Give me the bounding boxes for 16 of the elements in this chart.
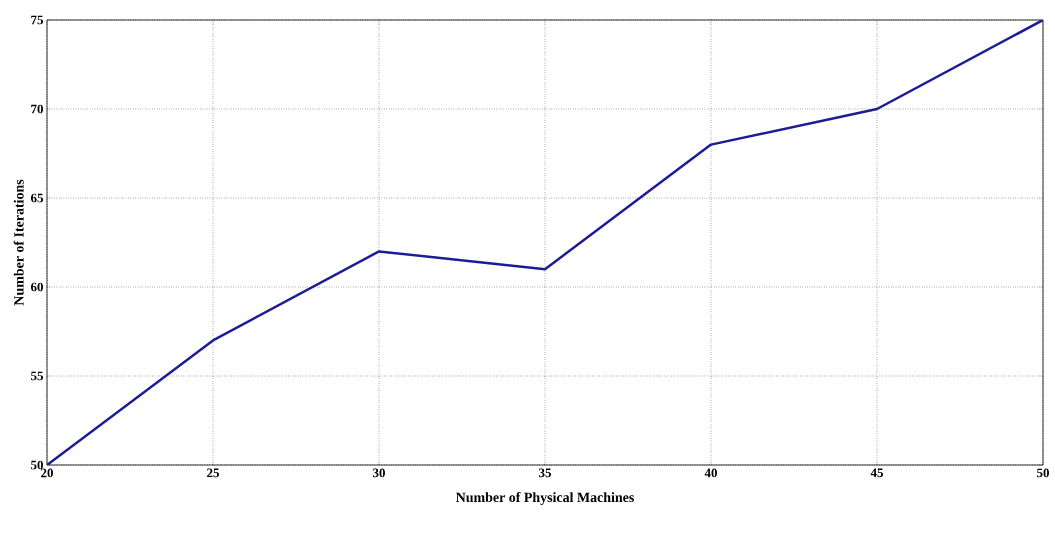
- x-axis-title: Number of Physical Machines: [455, 492, 634, 505]
- x-tick-label: 50: [1037, 468, 1049, 478]
- y-tick-label: 55: [31, 371, 43, 381]
- x-tick-label: 35: [539, 468, 552, 478]
- x-tick-label: 45: [870, 468, 884, 478]
- y-tick-label: 60: [30, 282, 43, 292]
- y-axis-title: Number of Iterations: [13, 179, 24, 306]
- y-tick-label: 50: [31, 460, 43, 470]
- line-series: [47, 20, 1044, 465]
- y-tick-label: 70: [31, 104, 43, 114]
- x-tick-label: 25: [207, 468, 219, 478]
- y-tick-label: 75: [31, 15, 43, 25]
- x-tick-label: 40: [704, 468, 717, 478]
- x-tick-label: 20: [41, 468, 53, 478]
- y-tick-label: 65: [30, 193, 43, 203]
- x-tick-label: 30: [373, 468, 385, 478]
